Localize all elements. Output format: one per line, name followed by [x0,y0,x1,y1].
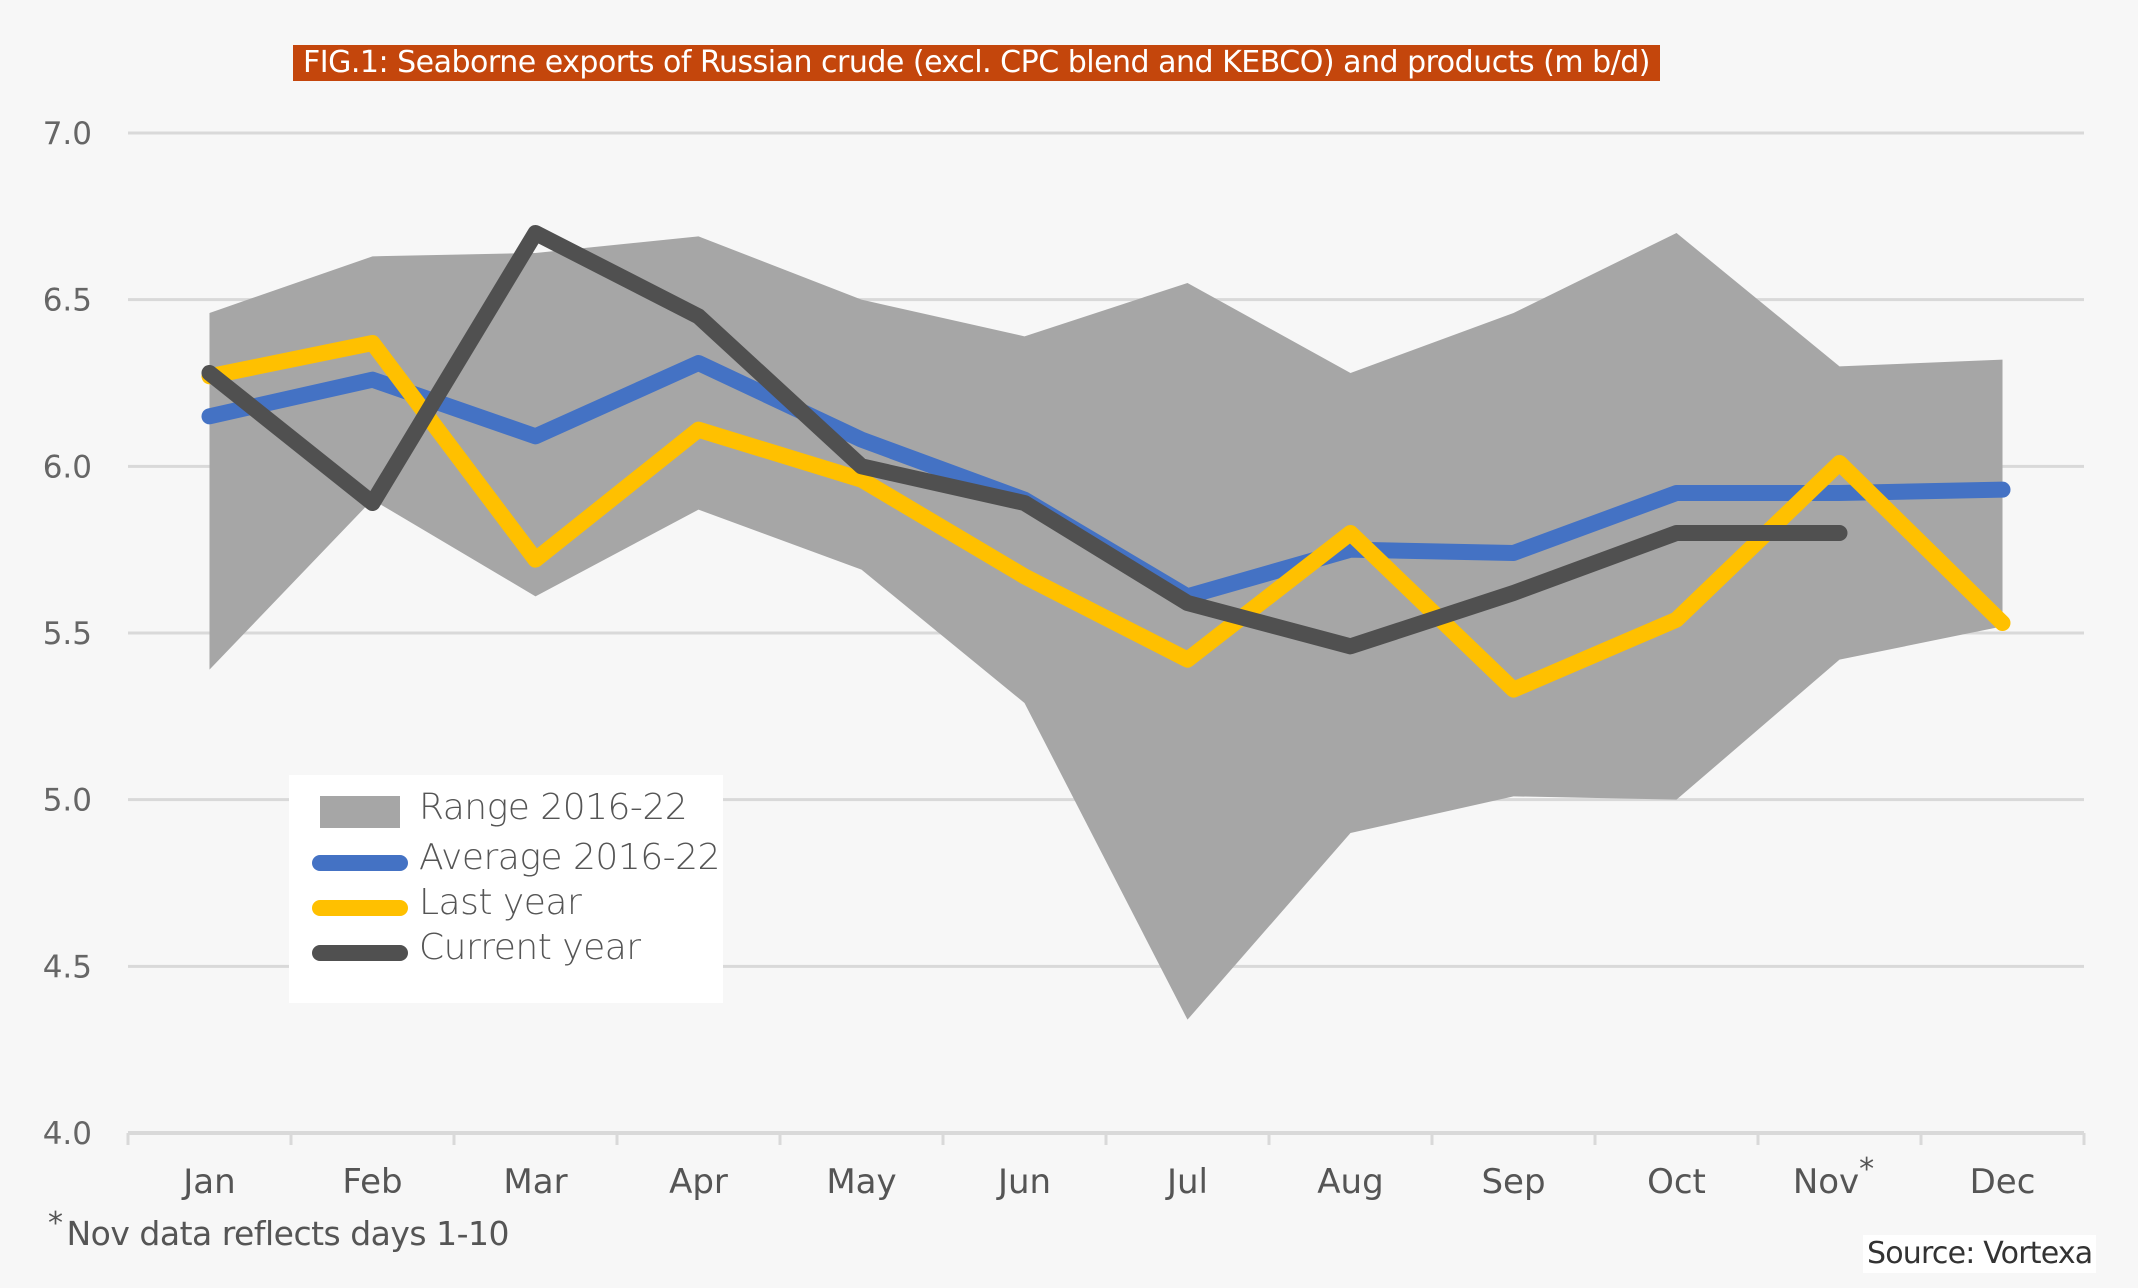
x-tick-label: Jun [996,1162,1051,1202]
x-tick-label: Nov* [1793,1152,1874,1202]
footnote-marker: * [48,1206,63,1241]
legend-item-last-year: Last year [289,882,723,926]
legend-swatch-current-year [312,945,408,961]
x-tick-label: Jul [1165,1162,1208,1202]
last-year-line [201,335,2011,698]
legend: Range 2016-22 Average 2016-22 Last year … [289,775,723,1003]
x-tick-label: Dec [1970,1162,2036,1202]
y-tick-label: 7.0 [43,116,92,152]
x-tick-label: Sep [1481,1162,1545,1202]
legend-swatch-last-year [312,900,408,916]
x-tick-label: May [826,1162,896,1202]
legend-item-average: Average 2016-22 [289,837,723,881]
series-lines [201,225,2011,698]
legend-label: Current year [419,927,641,968]
y-tick-label: 5.0 [43,783,92,819]
legend-label: Average 2016-22 [419,837,720,878]
y-tick-label: 5.5 [43,616,92,652]
footnote-marker: * [1859,1152,1874,1187]
legend-swatch-range [320,796,400,828]
legend-label: Range 2016-22 [419,787,688,828]
x-axis [126,1131,2086,1145]
legend-label: Last year [419,882,582,923]
y-tick-label: 6.0 [43,449,92,485]
legend-item-current-year: Current year [289,927,723,971]
x-tick-label: Aug [1317,1162,1383,1202]
legend-swatch-average [312,855,408,871]
source-label: Source: Vortexa [1863,1235,2097,1273]
chart-title: FIG.1: Seaborne exports of Russian crude… [293,45,1660,81]
x-tick-label: Apr [669,1162,728,1202]
y-axis-ticks: 4.0 4.5 5.0 5.5 6.0 6.5 7.0 [43,116,92,1152]
x-tick-label: Jan [181,1162,235,1202]
y-tick-label: 4.0 [43,1116,92,1152]
x-tick-label: Mar [503,1162,567,1202]
x-axis-ticks: Jan Feb Mar Apr May Jun Jul Aug Sep Oct Nov* Dec [181,1152,2035,1202]
footnote-text: Nov data reflects days 1-10 [66,1214,510,1253]
footnote: * Nov data reflects days 1-10 [48,1206,510,1253]
x-tick-label: Oct [1647,1162,1706,1202]
legend-item-range: Range 2016-22 [289,787,723,831]
y-tick-label: 4.5 [43,949,92,985]
x-tick-label: Feb [342,1162,402,1202]
y-tick-label: 6.5 [43,283,92,319]
